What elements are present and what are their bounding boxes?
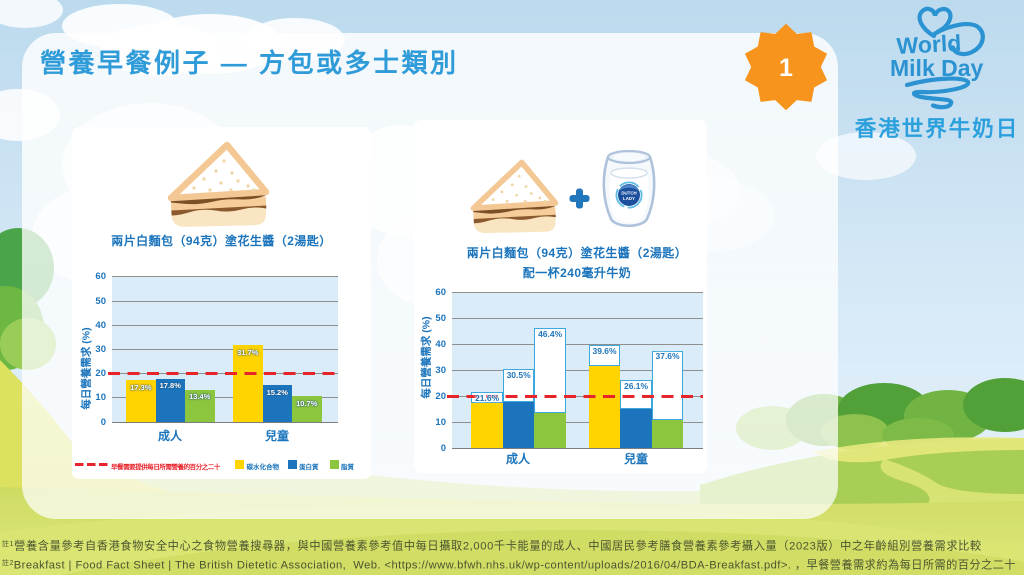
svg-text:LADY: LADY [623, 196, 635, 201]
svg-text:1: 1 [779, 54, 793, 82]
svg-text:World: World [896, 30, 962, 59]
svg-text:Milk Day: Milk Day [890, 55, 984, 81]
svg-text:DUTCH: DUTCH [621, 191, 636, 196]
